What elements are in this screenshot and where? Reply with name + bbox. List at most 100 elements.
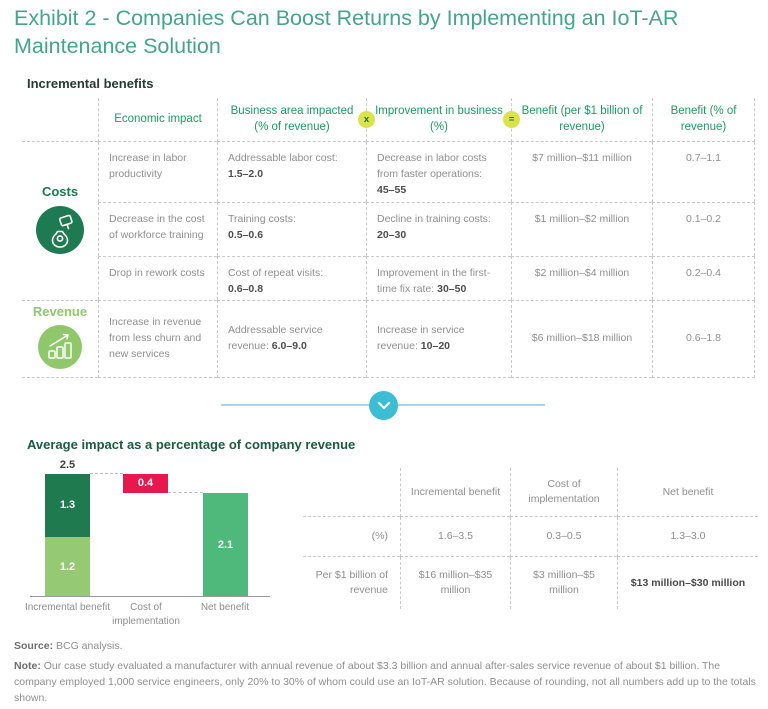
benefit-pct-text: 0.1–0.2 (685, 213, 722, 225)
bar-cost-of-implementation: 0.4 (123, 473, 168, 494)
cell-business-area: Addressable service revenue: 6.0–9.0 (217, 300, 366, 378)
area-text: Addressable service revenue: 6.0–9.0 (228, 323, 356, 355)
summary-header-cost-of-implementation: Cost of implementation (510, 468, 617, 517)
note-paragraph: Note: Our case study evaluated a manufac… (14, 659, 756, 706)
cell-improvement: Decrease in labor costs from faster oper… (366, 142, 511, 202)
x-label-incremental-benefit: Incremental benefit (24, 602, 111, 613)
segment-value-label: 0.4 (137, 477, 154, 490)
bar-segment-net-benefit: 2.1 (203, 493, 248, 596)
revenue-group-label: Revenue (32, 304, 88, 319)
source-line: Source: BCG analysis. (14, 640, 123, 652)
summary-cell: $3 million–$5 million (510, 557, 617, 609)
area-value: 0.6–0.8 (228, 282, 264, 295)
exhibit-title: Exhibit 2 - Companies Can Boost Returns … (14, 6, 679, 59)
impact-text: Increase in revenue from less churn and … (109, 316, 202, 360)
cell-impact: Increase in revenue from less churn and … (98, 300, 217, 378)
bar-incremental-benefit: 2.5 1.2 1.3 (45, 459, 90, 596)
impact-text: Decrease in the cost of workforce traini… (109, 213, 205, 241)
costs-group-label-block: Costs (22, 142, 98, 300)
connector-1 (90, 472, 123, 474)
cell-benefit-pct: 0.2–0.4 (652, 256, 755, 300)
improvement-value: 20–30 (377, 228, 407, 241)
chevron-down-icon (369, 391, 398, 420)
cell-benefit-pct: 0.1–0.2 (652, 202, 755, 256)
impact-text: Increase in labor productivity (109, 152, 187, 180)
impact-text: Drop in rework costs (109, 267, 205, 279)
segment-value-label: 1.2 (59, 560, 76, 573)
summary-row-label-pct: (%) (303, 517, 400, 557)
cell-improvement: Increase in service revenue: 10–20 (366, 300, 511, 378)
improvement-label: Improvement in the first-time fix rate: (377, 267, 491, 295)
cell-benefit-dollars: $2 million–$4 million (511, 256, 652, 300)
table-header-gutter (22, 98, 98, 142)
costs-group-label: Costs (41, 183, 79, 199)
benefit-pct-text: 0.6–1.8 (685, 332, 722, 345)
source-text: BCG analysis. (56, 640, 123, 652)
multiply-badge: x (358, 111, 375, 128)
x-label-net-benefit: Net benefit (200, 602, 250, 613)
note-text: Our case study evaluated a manufacturer … (14, 660, 756, 704)
column-header-benefit-pct: Benefit (% of revenue) (652, 98, 755, 142)
summary-cell-net-benefit-dollars: $13 million–$30 million (617, 557, 758, 609)
summary-cell: 0.3–0.5 (510, 517, 617, 557)
cell-business-area: Addressable labor cost: 1.5–2.0 (217, 142, 366, 202)
summary-header-empty (303, 468, 400, 517)
cell-benefit-pct: 0.6–1.8 (652, 300, 755, 378)
summary-cell: 1.6–3.5 (400, 517, 510, 557)
bar-total-label: 2.5 (59, 458, 76, 471)
bar-segment-cost-of-implementation: 0.4 (123, 473, 168, 494)
equals-badge: = (503, 111, 520, 128)
area-label: Training costs: (228, 213, 296, 225)
connector-2 (168, 492, 203, 494)
segment-value-label: 1.3 (59, 499, 76, 512)
cell-impact: Decrease in the cost of workforce traini… (98, 202, 217, 256)
improvement-label: Decline in training costs: (377, 213, 491, 225)
bar-segment-cost-impact: 1.3 (45, 473, 90, 538)
area-label: Addressable labor cost: (228, 152, 338, 164)
cell-business-area: Cost of repeat visits: 0.6–0.8 (217, 256, 366, 300)
benefits-section-label: Incremental benefits (27, 76, 154, 91)
benefit-dollars-text: $7 million–$11 million (532, 152, 632, 164)
cell-benefit-dollars: $7 million–$11 million (511, 142, 652, 202)
improvement-value: 45–55 (377, 183, 407, 196)
cell-improvement: Improvement in the first-time fix rate: … (366, 256, 511, 300)
benefit-pct-text: 0.2–0.4 (685, 267, 722, 279)
column-header-economic-impact: Economic impact (98, 98, 217, 142)
benefit-dollars-text: $1 million–$2 million (534, 213, 630, 225)
bar-net-benefit: 2.1 (203, 493, 248, 596)
summary-table: Incremental benefit Cost of implementati… (303, 468, 758, 609)
summary-header-incremental-benefit: Incremental benefit (400, 468, 510, 517)
summary-row-label-per-billion: Per $1 billion of revenue (315, 569, 388, 596)
cell-business-area: Training costs: 0.5–0.6 (217, 202, 366, 256)
benefit-pct-text: 0.7–1.1 (685, 152, 722, 164)
cell-improvement: Decline in training costs: 20–30 (366, 202, 511, 256)
area-value: 1.5–2.0 (228, 167, 264, 180)
summary-cell: 1.3–3.0 (617, 517, 758, 557)
revenue-group-label-block: Revenue (22, 300, 98, 378)
area-label: Addressable service revenue: (228, 324, 323, 352)
area-value: 0.5–0.6 (228, 228, 264, 241)
summary-header-net-benefit: Net benefit (617, 468, 758, 517)
cell-impact: Drop in rework costs (98, 256, 217, 300)
incremental-benefits-table: Economic impact Business area impacted (… (22, 98, 755, 378)
area-value: 6.0–9.0 (271, 340, 307, 352)
chart-title: Average impact as a percentage of compan… (27, 437, 356, 452)
cell-impact: Increase in labor productivity (98, 142, 217, 202)
improvement-value: 10–20 (420, 340, 450, 352)
cell-benefit-pct: 0.7–1.1 (652, 142, 755, 202)
improvement-label: Increase in service revenue: (377, 324, 465, 352)
cell-benefit-dollars: $1 million–$2 million (511, 202, 652, 256)
waterfall-chart-area: 2.5 1.2 1.3 0.4 2.1 (30, 455, 270, 597)
improvement-text: Increase in service revenue: 10–20 (377, 323, 501, 355)
source-label: Source: (14, 640, 54, 652)
summary-cell: $16 million–$35 million (400, 557, 510, 609)
gavel-moneybag-icon (36, 205, 84, 259)
benefit-dollars-text: $2 million–$4 million (534, 267, 630, 279)
column-header-business-area: Business area impacted (% of revenue) (217, 98, 366, 142)
column-header-benefit-dollars: Benefit (per $1 billion of revenue) (511, 98, 652, 142)
area-label: Cost of repeat visits: (228, 267, 324, 279)
benefit-dollars-text: $6 million–$18 million (531, 332, 633, 345)
bar-segment-revenue-impact: 1.2 (45, 537, 90, 596)
rising-coins-icon (38, 325, 82, 374)
